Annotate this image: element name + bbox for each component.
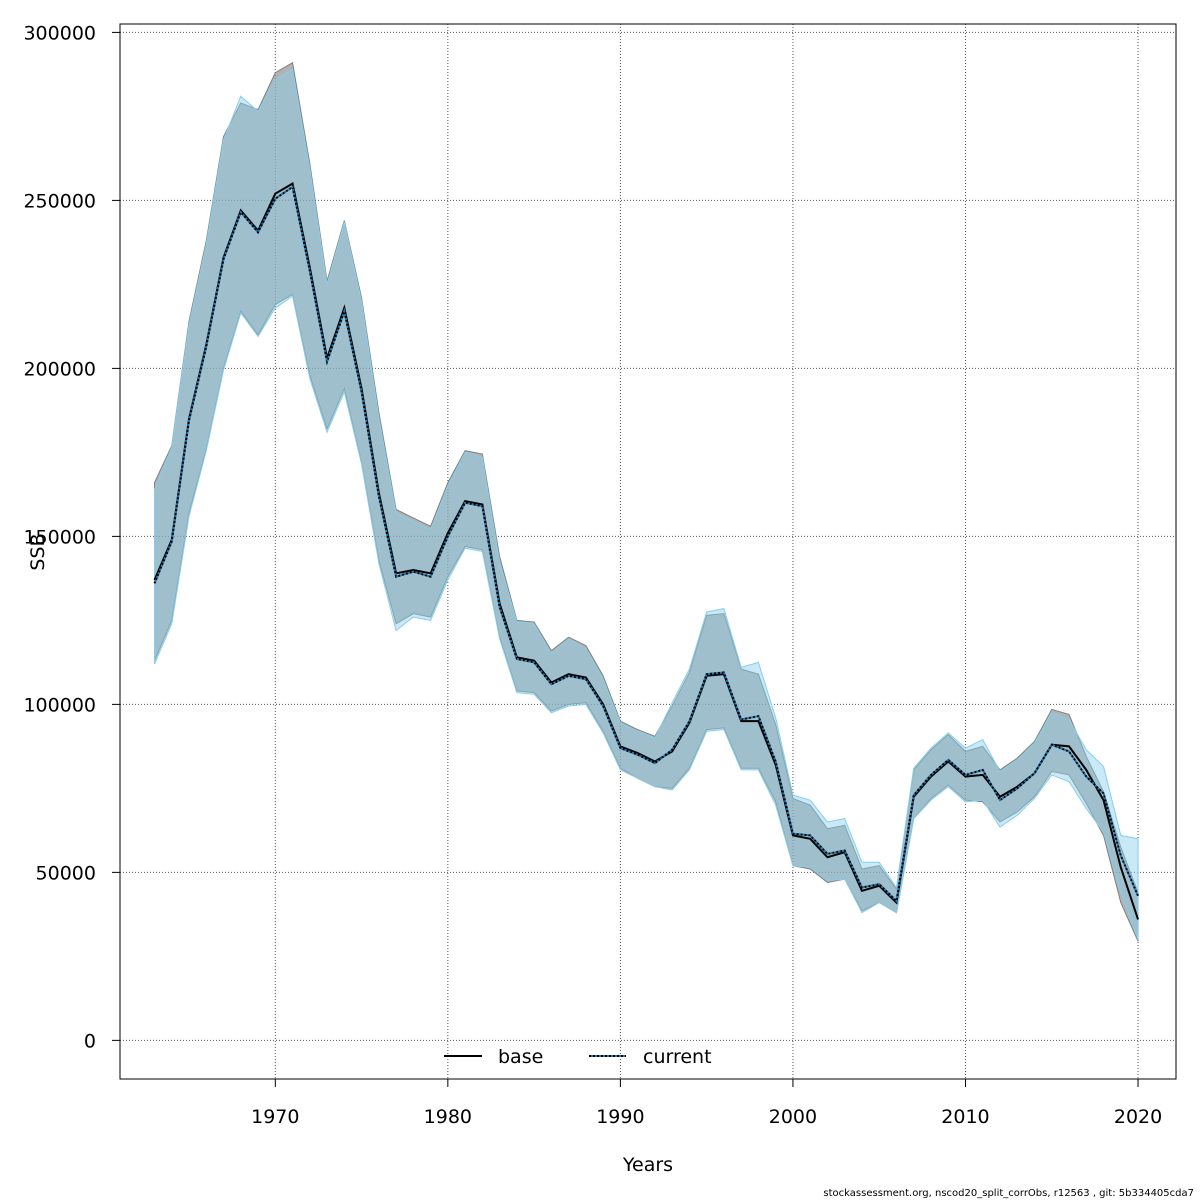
x-tick-label: 1970 <box>251 1106 299 1128</box>
x-axis: 1970 1980 1990 2000 2010 2020 <box>251 1079 1162 1128</box>
confidence-bands <box>154 61 1139 942</box>
series-lines <box>153 182 1139 920</box>
line-current <box>153 185 1139 903</box>
x-tick-label: 1980 <box>424 1106 472 1128</box>
footer-credit: stockassessment.org, nscod20_split_corrO… <box>823 1188 1194 1199</box>
band-current <box>154 68 1139 940</box>
y-tick-label: 150000 <box>23 526 96 548</box>
y-axis: 0 50000 100000 150000 200000 250000 300000 <box>23 22 120 1052</box>
legend-base-label: base <box>498 1046 543 1068</box>
y-axis-label: SSB <box>27 533 49 570</box>
y-tick-label: 50000 <box>36 862 96 884</box>
y-tick-label: 200000 <box>23 358 96 380</box>
x-tick-label: 2010 <box>941 1106 989 1128</box>
plot-frame <box>119 23 1177 1080</box>
legend-current-label: current <box>643 1046 712 1068</box>
x-tick-label: 2000 <box>769 1106 817 1128</box>
y-tick-label: 100000 <box>23 694 96 716</box>
y-tick-label: 0 <box>84 1030 96 1052</box>
x-axis-label: Years <box>622 1154 673 1176</box>
band-base <box>154 61 1139 942</box>
x-tick-label: 2020 <box>1114 1106 1162 1128</box>
line-current-overlay <box>153 185 1139 903</box>
y-tick-label: 250000 <box>23 190 96 212</box>
x-tick-label: 1990 <box>596 1106 644 1128</box>
y-tick-label: 300000 <box>23 22 96 44</box>
legend: base current <box>444 1046 712 1068</box>
